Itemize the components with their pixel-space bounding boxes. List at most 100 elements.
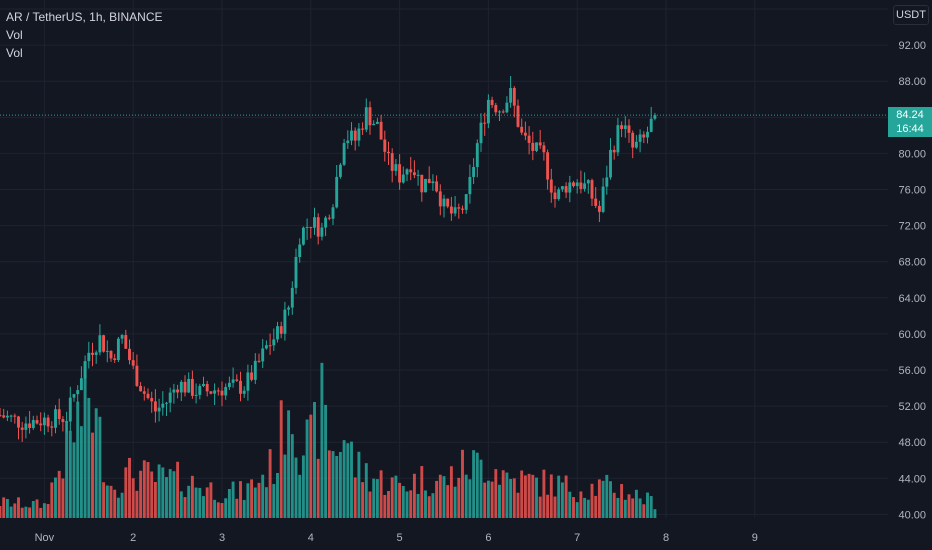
volume-bar: [31, 500, 35, 518]
volume-bar: [113, 489, 117, 518]
candle-body: [35, 420, 39, 424]
currency-label[interactable]: USDT: [893, 5, 929, 25]
candle-body: [383, 139, 387, 152]
volume-bar: [0, 505, 2, 518]
volume-bar: [109, 485, 113, 518]
volume-bar: [649, 496, 653, 518]
candle-body: [627, 125, 631, 133]
volume-bar: [261, 474, 265, 518]
candle-body: [335, 176, 339, 208]
volume-bar: [246, 483, 250, 518]
volume-bar: [194, 487, 198, 518]
candle-body: [168, 392, 172, 403]
candle-body: [17, 416, 20, 428]
candle-body: [94, 352, 98, 355]
volume-bar: [316, 458, 320, 518]
candle-body: [416, 174, 420, 176]
volume-bar: [35, 499, 39, 518]
volume-bar: [68, 430, 72, 518]
volume-bar: [50, 482, 54, 518]
candle-body: [290, 287, 294, 308]
candle-body: [538, 142, 542, 146]
volume-bar: [616, 497, 620, 518]
volume-bar: [39, 507, 43, 518]
candle-body: [109, 350, 113, 359]
candle-body: [457, 207, 461, 209]
time-axis-panel: [0, 518, 932, 550]
candle-body: [342, 143, 346, 165]
volume-bar: [646, 492, 649, 518]
candle-body: [531, 142, 535, 151]
candle-body: [272, 339, 276, 346]
candle-body: [438, 191, 442, 207]
volume-bar: [505, 472, 509, 518]
volume-bar: [383, 494, 387, 518]
candle-body: [142, 391, 146, 394]
volume-bar: [549, 474, 553, 518]
candle-body: [131, 360, 135, 366]
candle-body: [39, 423, 43, 426]
volume-bar: [257, 482, 261, 518]
volume-bar: [542, 469, 546, 518]
candle-body: [190, 378, 194, 396]
volume-bar: [13, 503, 17, 518]
candle-body: [179, 381, 183, 393]
candle-body: [253, 360, 257, 380]
volume-bar: [583, 497, 587, 518]
volume-bar: [579, 491, 583, 518]
candle-body: [187, 378, 191, 393]
volume-bar: [279, 400, 283, 518]
candle-body: [305, 226, 309, 228]
candle-body: [634, 141, 638, 148]
volume-bar: [179, 491, 183, 518]
volume-bar: [605, 474, 609, 518]
volume-bar: [87, 397, 91, 518]
candle-body: [150, 398, 154, 402]
candle-body: [498, 111, 501, 113]
candle-body: [564, 186, 568, 193]
symbol-title[interactable]: AR / TetherUS, 1h, BINANCE: [6, 10, 163, 24]
volume-bar: [209, 482, 213, 518]
candle-body: [442, 198, 446, 207]
volume-bar: [253, 487, 257, 518]
candle-body: [287, 307, 291, 310]
volume-bar: [176, 461, 180, 518]
candle-body: [61, 419, 65, 423]
candle-body: [276, 326, 279, 340]
volume-label-1[interactable]: Vol: [6, 28, 23, 42]
candle-body: [50, 426, 54, 428]
price-tick-label: 68.00: [898, 257, 926, 269]
candle-body: [294, 256, 298, 288]
candle-body: [449, 206, 453, 214]
candle-body: [557, 189, 561, 200]
volume-bar: [135, 490, 139, 518]
volume-bar: [560, 482, 564, 518]
volume-bar: [438, 474, 442, 518]
volume-bar: [76, 401, 80, 518]
volume-bar: [394, 475, 398, 518]
volume-bar: [105, 485, 109, 518]
candle-body: [128, 348, 131, 361]
candle-body: [483, 122, 487, 124]
volume-bar: [79, 426, 83, 518]
volume-bar: [427, 496, 431, 518]
volume-bar: [597, 479, 601, 518]
volume-bar: [479, 459, 483, 518]
volume-bar: [512, 478, 516, 518]
candle-body: [76, 390, 80, 395]
candle-body: [649, 118, 653, 132]
time-tick-label: 5: [397, 532, 403, 544]
volume-bar: [572, 497, 575, 518]
candle-body: [420, 174, 424, 193]
candle-body: [283, 309, 287, 334]
candle-body: [20, 427, 24, 430]
candle-body: [501, 111, 505, 113]
volume-bar: [575, 502, 579, 518]
volume-bar: [276, 472, 279, 518]
candle-body: [424, 178, 427, 193]
volume-bar: [301, 455, 305, 518]
candle-body: [631, 132, 635, 148]
volume-bar: [446, 485, 450, 518]
volume-label-2[interactable]: Vol: [6, 46, 23, 60]
